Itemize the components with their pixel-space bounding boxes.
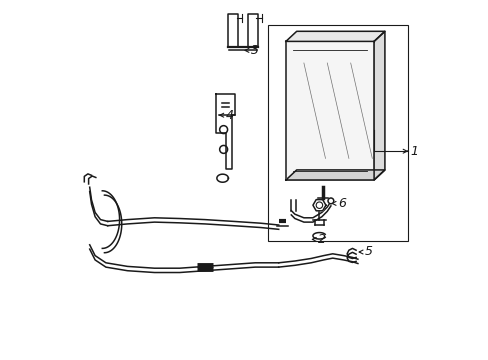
Text: 3: 3: [250, 44, 259, 57]
Text: 1: 1: [410, 145, 418, 158]
Polygon shape: [312, 199, 325, 211]
Polygon shape: [285, 31, 384, 41]
Circle shape: [327, 198, 333, 204]
Bar: [285, 41, 373, 180]
Polygon shape: [373, 31, 384, 180]
Text: 2: 2: [318, 233, 325, 246]
Polygon shape: [285, 170, 384, 180]
Text: 4: 4: [225, 109, 233, 122]
Text: 6: 6: [337, 197, 346, 210]
Bar: [267, 25, 407, 241]
Text: 5: 5: [365, 246, 372, 258]
